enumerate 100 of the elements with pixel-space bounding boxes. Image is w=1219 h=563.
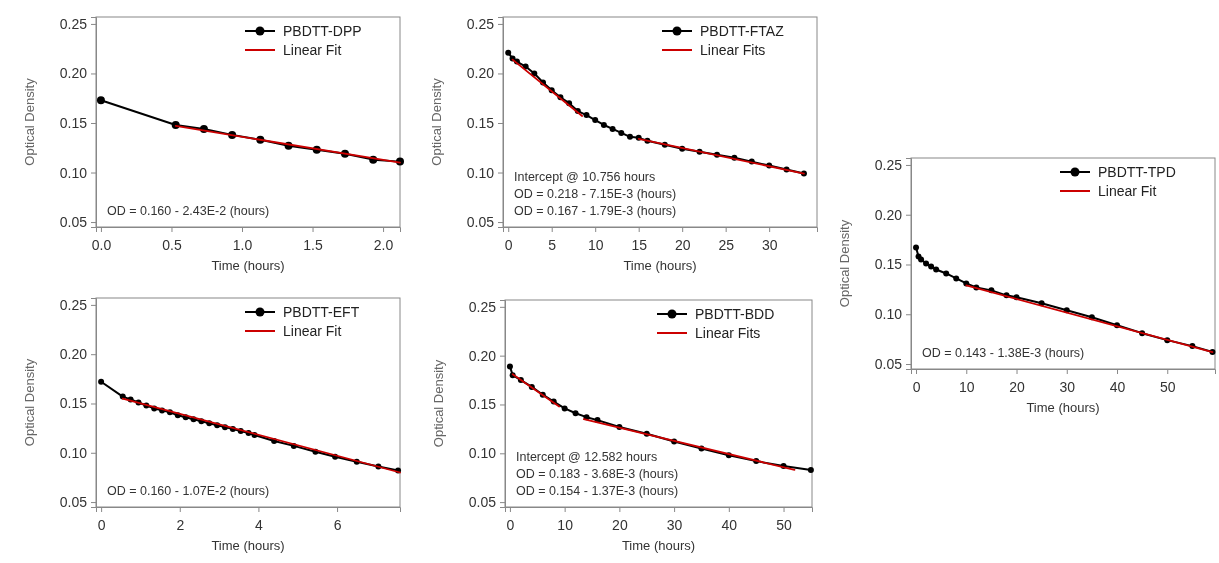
legend-label: Linear Fit <box>1098 183 1157 199</box>
legend-label: Linear Fits <box>700 42 766 58</box>
x-tick-label: 30 <box>666 516 683 533</box>
x-tick-label: 6 <box>333 516 342 533</box>
x-tick-label: 40 <box>1109 378 1126 395</box>
y-tick-label: 0.10 <box>468 445 497 462</box>
point <box>618 129 625 136</box>
point <box>933 266 940 273</box>
x-tick-label: 4 <box>255 516 264 533</box>
point <box>923 260 930 267</box>
x-tick-label: 2.0 <box>373 236 394 253</box>
x-tick-label: 30 <box>761 236 778 253</box>
x-tick-label: 10 <box>958 378 975 395</box>
legend-label: Linear Fit <box>283 42 342 58</box>
y-tick-label: 0.15 <box>874 256 903 273</box>
point <box>600 121 607 128</box>
y-axis-title: Optical Density <box>22 358 37 447</box>
legend-label: PBDTT-BDD <box>695 306 775 322</box>
annotation: Intercept @ 12.582 hours <box>516 450 658 464</box>
point <box>572 410 579 417</box>
x-axis-title: Time (hours) <box>623 258 697 273</box>
x-tick-label: 20 <box>674 236 691 253</box>
point <box>505 49 512 56</box>
point <box>626 133 633 140</box>
y-tick-label: 0.25 <box>874 156 903 173</box>
y-axis-title: Optical Density <box>429 77 444 166</box>
x-tick-label: 10 <box>557 516 574 533</box>
x-tick-label: 0 <box>97 516 106 533</box>
point <box>98 378 105 385</box>
x-tick-label: 1.5 <box>303 236 323 253</box>
x-axis-title: Time (hours) <box>211 538 285 553</box>
x-tick-label: 2 <box>176 516 185 533</box>
y-tick-label: 0.05 <box>874 356 903 372</box>
x-tick-label: 1.0 <box>232 236 253 253</box>
annotation: OD = 0.160 - 2.43E-2 (hours) <box>107 204 270 218</box>
y-tick-label: 0.25 <box>59 296 88 313</box>
x-tick-label: 50 <box>1159 378 1176 395</box>
point <box>592 117 599 124</box>
y-tick-label: 0.05 <box>468 494 497 511</box>
y-tick-label: 0.10 <box>466 164 495 181</box>
y-tick-label: 0.15 <box>468 396 497 413</box>
y-axis-title: Optical Density <box>431 359 446 448</box>
annotation: OD = 0.218 - 7.15E-3 (hours) <box>514 187 677 201</box>
annotation: Intercept @ 10.756 hours <box>514 170 656 184</box>
x-tick-label: 15 <box>631 236 648 253</box>
y-axis-title: Optical Density <box>22 77 37 166</box>
y-tick-label: 0.20 <box>468 347 497 364</box>
point <box>807 466 814 473</box>
x-tick-label: 50 <box>776 516 793 533</box>
point <box>583 112 590 119</box>
y-tick-label: 0.20 <box>59 346 88 363</box>
y-tick-label: 0.20 <box>59 65 88 82</box>
point <box>609 125 616 132</box>
point <box>943 270 950 277</box>
x-tick-label: 5 <box>548 236 557 253</box>
point <box>561 405 568 412</box>
x-axis-title: Time (hours) <box>1026 400 1100 415</box>
y-tick-label: 0.25 <box>466 15 495 32</box>
x-tick-label: 0.0 <box>91 236 112 253</box>
x-tick-label: 20 <box>1009 378 1026 395</box>
x-tick-label: 0 <box>912 378 921 395</box>
x-tick-label: 30 <box>1059 378 1076 395</box>
point <box>913 244 920 251</box>
annotation: OD = 0.143 - 1.38E-3 (hours) <box>922 346 1085 360</box>
y-tick-label: 0.05 <box>59 494 88 511</box>
legend-label: PBDTT-DPP <box>283 23 362 39</box>
point <box>506 363 513 370</box>
legend-label: PBDTT-EFT <box>283 304 360 320</box>
x-tick-label: 20 <box>612 516 628 533</box>
y-tick-label: 0.05 <box>466 214 495 231</box>
point <box>928 263 935 270</box>
legend-label: Linear Fit <box>283 323 342 339</box>
y-tick-label: 0.10 <box>874 306 903 323</box>
x-tick-label: 0 <box>506 516 515 533</box>
x-axis-title: Time (hours) <box>621 538 696 553</box>
legend-label: Linear Fits <box>695 325 761 341</box>
y-tick-label: 0.10 <box>59 164 88 181</box>
annotation: OD = 0.154 - 1.37E-3 (hours) <box>516 484 679 498</box>
x-tick-label: 25 <box>718 236 735 253</box>
y-tick-label: 0.15 <box>59 395 88 412</box>
point <box>953 275 960 282</box>
x-tick-label: 0 <box>504 236 513 253</box>
y-tick-label: 0.20 <box>466 65 495 82</box>
annotation: OD = 0.183 - 3.68E-3 (hours) <box>516 467 679 481</box>
y-tick-label: 0.15 <box>59 114 88 131</box>
y-tick-label: 0.15 <box>466 114 495 131</box>
point <box>96 96 105 105</box>
x-tick-label: 10 <box>587 236 604 253</box>
legend-label: PBDTT-FTAZ <box>700 23 785 39</box>
y-tick-label: 0.10 <box>59 444 88 461</box>
annotation: OD = 0.167 - 1.79E-3 (hours) <box>514 204 677 218</box>
legend-label: PBDTT-TPD <box>1098 164 1176 180</box>
x-tick-label: 0.5 <box>162 236 182 253</box>
y-axis-title: Optical Density <box>837 219 852 308</box>
x-tick-label: 40 <box>721 516 738 533</box>
y-tick-label: 0.25 <box>468 298 497 315</box>
point <box>531 70 538 77</box>
y-tick-label: 0.25 <box>59 15 88 32</box>
x-axis-title: Time (hours) <box>211 258 285 273</box>
y-tick-label: 0.05 <box>59 214 88 231</box>
